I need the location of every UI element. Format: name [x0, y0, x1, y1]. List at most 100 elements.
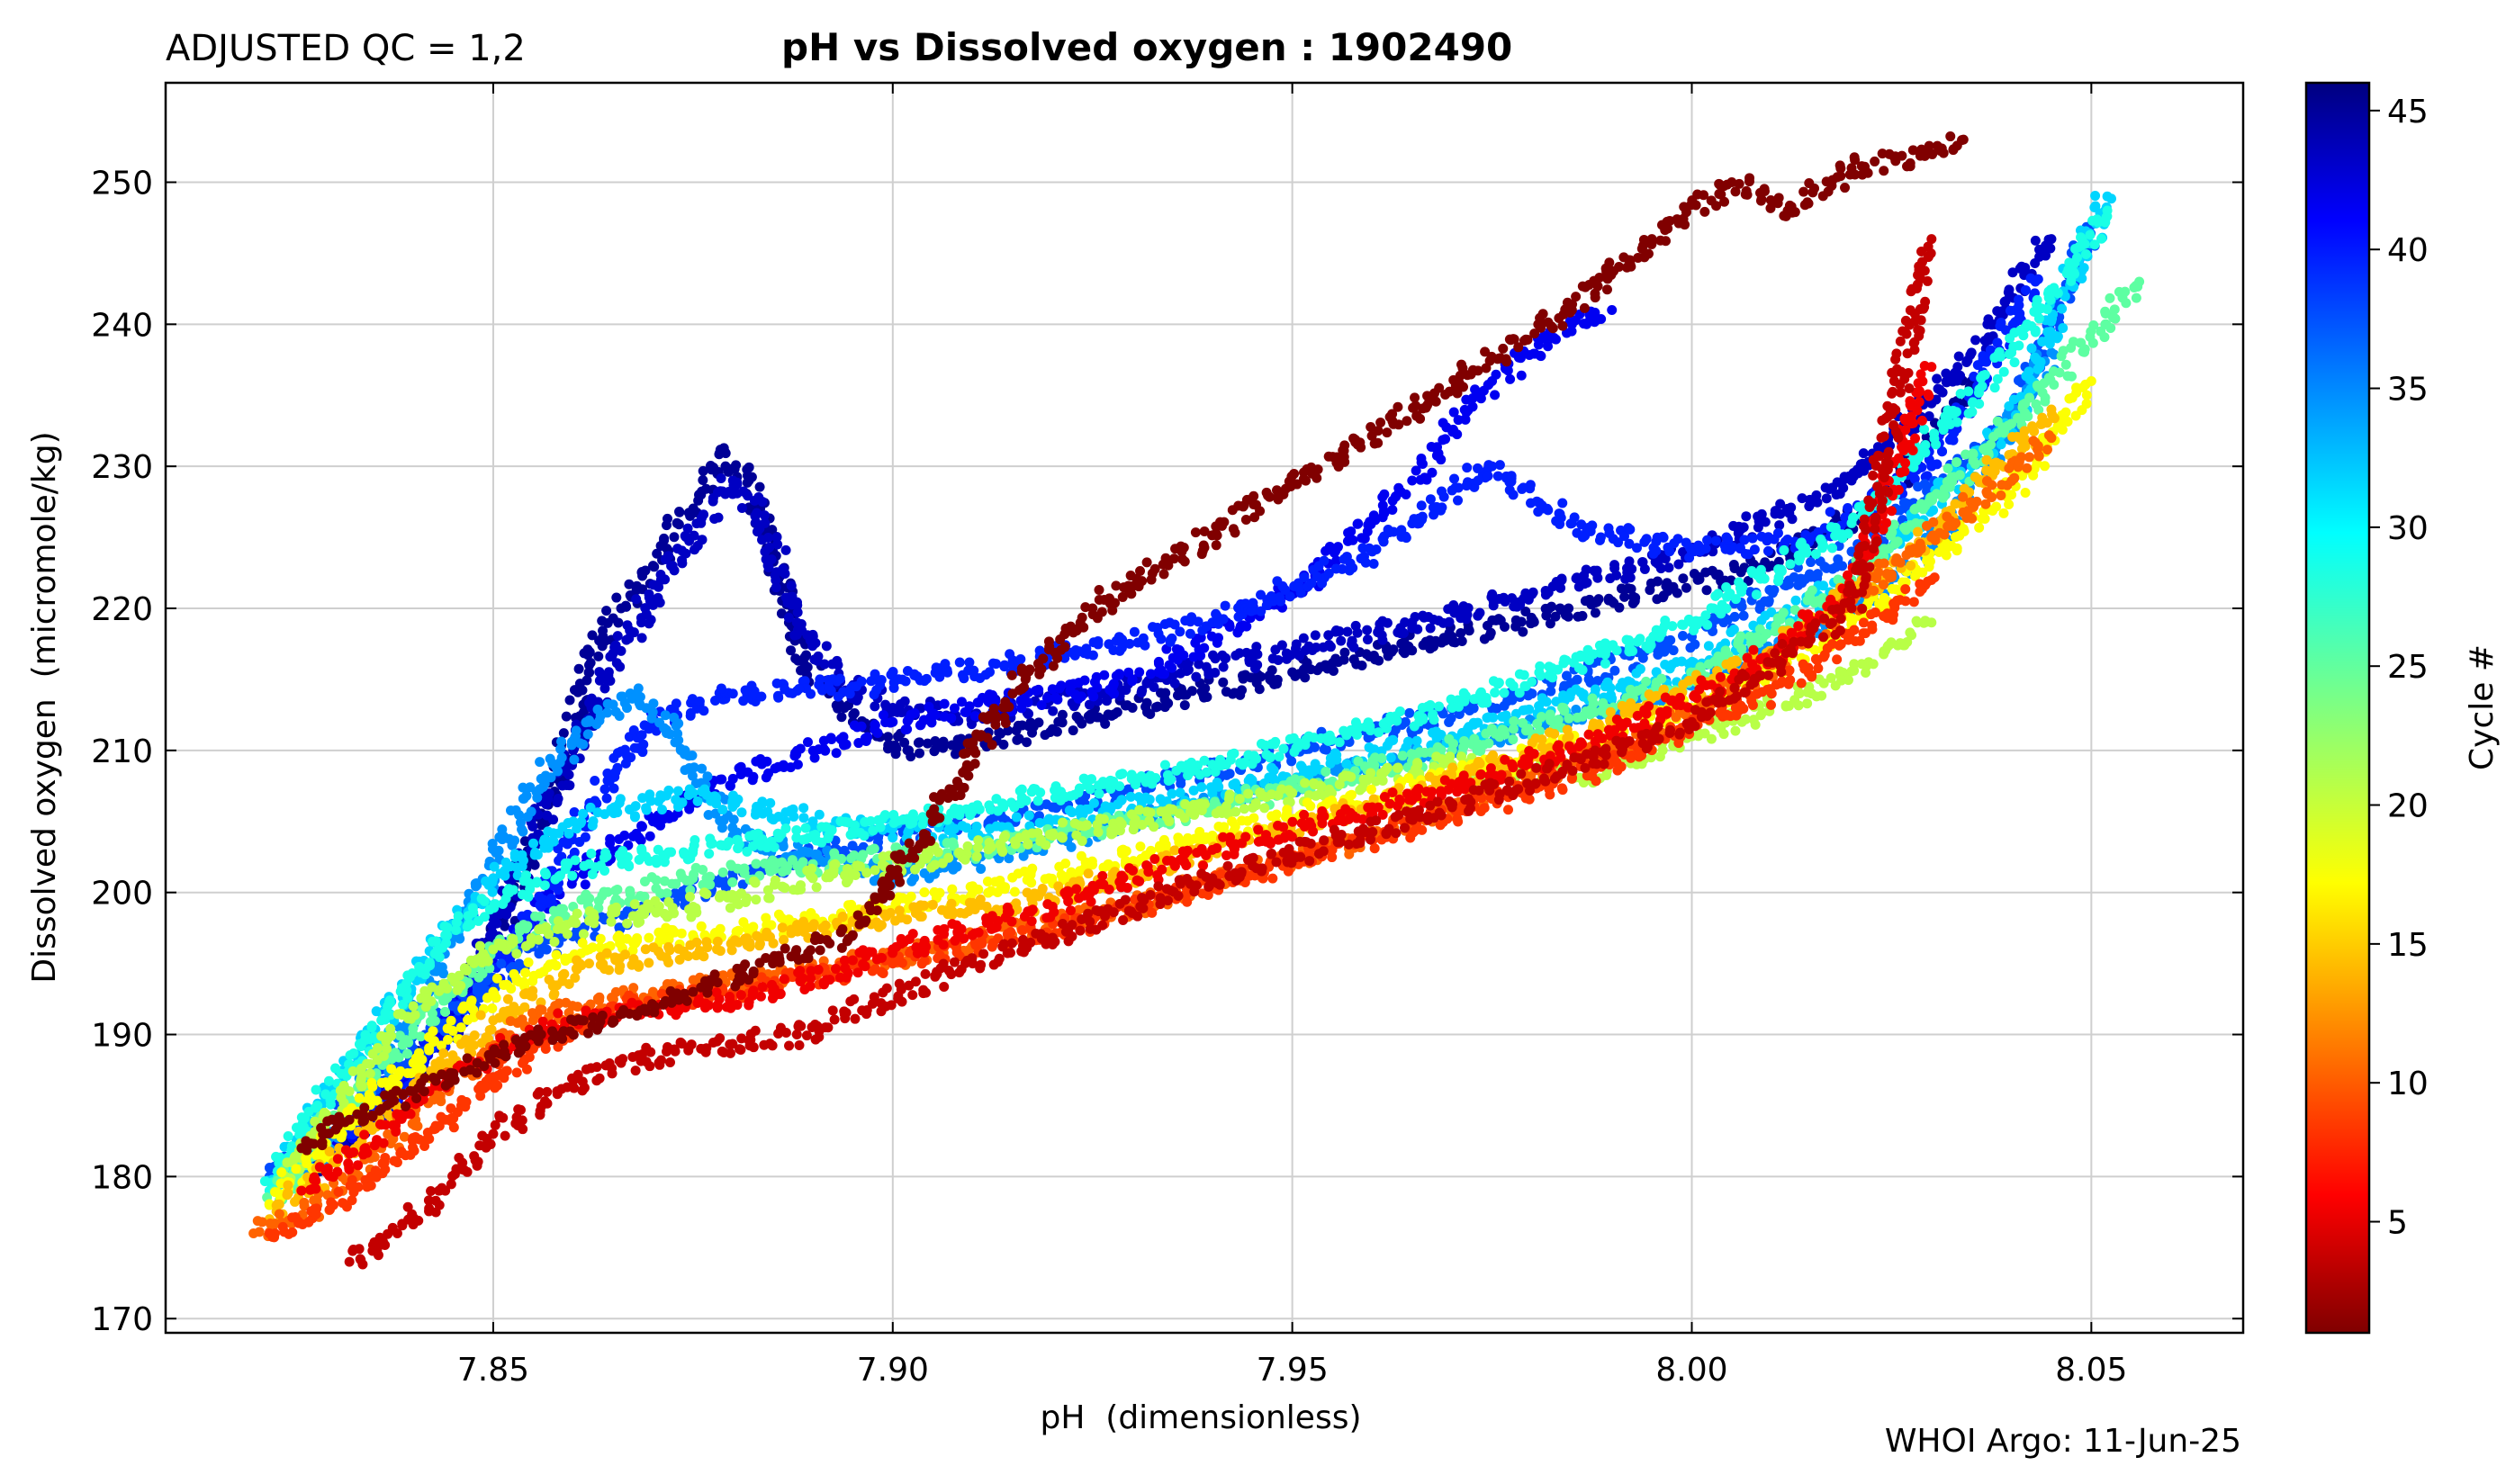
data-point: [1411, 735, 1422, 746]
data-point: [913, 737, 924, 748]
data-point: [672, 786, 683, 796]
data-point: [769, 841, 780, 852]
data-point: [1488, 712, 1499, 723]
data-point: [951, 861, 962, 872]
data-point: [1545, 618, 1555, 629]
data-point: [1953, 351, 1964, 362]
data-point: [547, 758, 558, 769]
data-point: [823, 680, 834, 691]
data-point: [2058, 323, 2069, 334]
data-point: [1396, 525, 1407, 535]
data-point: [1668, 645, 1679, 656]
data-point: [1483, 379, 1494, 390]
data-point: [807, 745, 818, 756]
data-point: [792, 760, 803, 770]
data-point: [1625, 524, 1636, 535]
data-point: [952, 734, 963, 745]
data-point: [1431, 501, 1442, 512]
data-point: [794, 683, 805, 694]
data-point: [888, 832, 898, 843]
data-point: [1533, 507, 1544, 517]
data-point: [473, 915, 484, 926]
data-point: [569, 734, 580, 745]
data-point: [580, 832, 590, 842]
data-point: [1543, 604, 1554, 615]
data-point: [603, 667, 614, 678]
data-point: [1089, 677, 1100, 688]
data-point: [636, 821, 647, 832]
data-point: [518, 793, 529, 804]
data-point: [640, 565, 651, 576]
data-point: [624, 860, 635, 871]
data-point: [553, 794, 563, 805]
data-point: [1199, 643, 1210, 653]
data-point: [577, 685, 588, 696]
data-point: [1351, 659, 1362, 670]
data-point: [1023, 810, 1034, 821]
data-point: [1572, 674, 1582, 685]
data-point: [902, 715, 913, 726]
data-point: [1140, 640, 1150, 651]
data-point: [562, 839, 572, 850]
data-point: [609, 642, 620, 652]
data-point: [715, 815, 726, 826]
data-point: [831, 700, 842, 711]
data-point: [527, 821, 538, 832]
data-point: [1470, 384, 1481, 395]
data-point: [622, 703, 633, 714]
data-point: [1227, 688, 1238, 699]
data-point: [1385, 752, 1396, 763]
data-point: [1738, 610, 1749, 621]
data-point: [780, 569, 790, 580]
data-point: [467, 903, 478, 913]
data-point: [1783, 579, 1794, 589]
data-point: [1502, 365, 1513, 376]
data-point: [479, 896, 490, 907]
data-point: [885, 717, 896, 728]
data-point: [641, 609, 652, 620]
data-point: [717, 486, 728, 497]
data-point: [788, 804, 798, 814]
data-point: [1485, 627, 1496, 638]
data-point: [939, 698, 950, 709]
data-point: [1702, 535, 1713, 545]
data-point: [674, 506, 685, 517]
data-point: [1838, 482, 1849, 493]
data-point: [1203, 667, 1214, 678]
data-point: [1218, 661, 1229, 672]
data-point: [1603, 523, 1614, 534]
data-point: [613, 617, 624, 628]
data-point: [1790, 595, 1801, 606]
data-point: [571, 725, 581, 736]
data-point: [1428, 727, 1438, 738]
data-point: [1592, 572, 1603, 583]
data-point: [1256, 589, 1267, 600]
data-point: [984, 667, 995, 678]
data-point: [708, 496, 718, 507]
data-point: [1077, 718, 1087, 729]
data-point: [1672, 588, 1682, 598]
data-point: [1760, 596, 1771, 607]
data-point: [1738, 522, 1749, 533]
data-point: [1400, 716, 1411, 727]
data-point: [1800, 574, 1811, 585]
data-point: [1614, 602, 1625, 613]
data-point: [1769, 534, 1780, 544]
data-point: [1033, 717, 1044, 728]
data-point: [671, 698, 681, 709]
data-point: [1547, 333, 1558, 344]
data-point: [1437, 486, 1447, 497]
data-point: [1577, 610, 1588, 621]
data-point: [872, 728, 883, 739]
data-point: [1710, 535, 1721, 546]
data-point: [1256, 671, 1267, 682]
data-point: [500, 893, 511, 904]
data-point: [1393, 482, 1404, 493]
data-point: [1312, 571, 1322, 582]
data-point: [707, 838, 717, 849]
data-point: [764, 542, 775, 553]
data-point: [1261, 599, 1272, 610]
data-point: [2045, 326, 2056, 337]
data-point: [1339, 654, 1349, 665]
data-point: [1220, 600, 1230, 611]
